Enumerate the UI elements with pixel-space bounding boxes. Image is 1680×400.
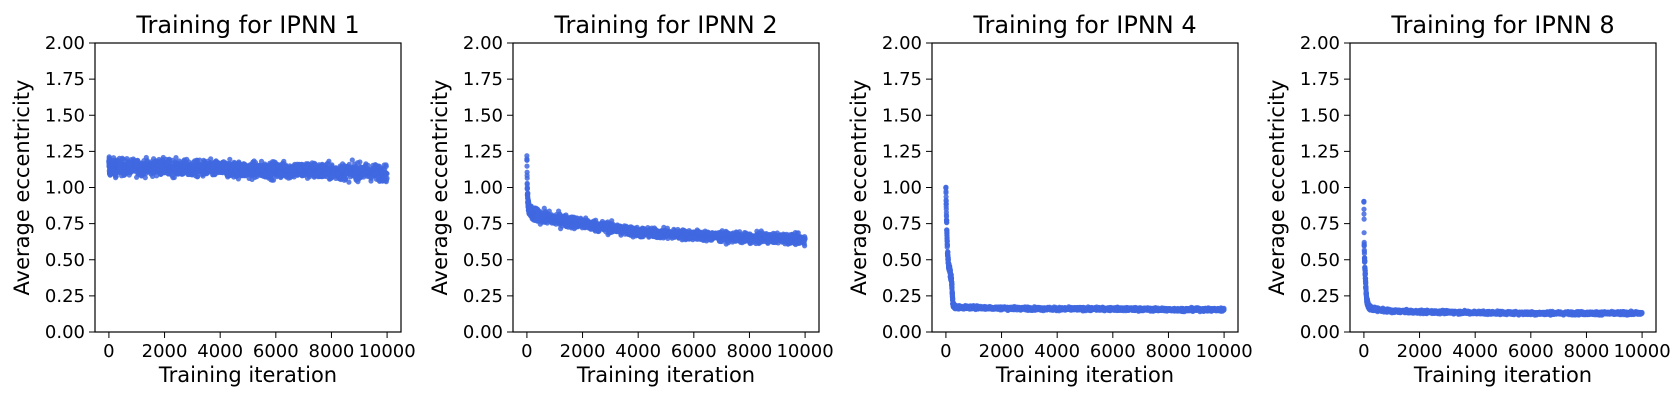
data-point <box>524 172 530 179</box>
x-axis-label: Training iteration <box>576 363 755 387</box>
y-axis-label: Average eccentricity <box>428 80 452 296</box>
scatter-points <box>106 154 390 185</box>
x-tick-label: 4000 <box>197 341 243 362</box>
data-point <box>346 179 352 185</box>
x-tick-label: 8000 <box>309 341 355 362</box>
data-point <box>384 171 390 177</box>
y-tick-label: 0.00 <box>45 322 85 343</box>
data-point <box>227 156 233 162</box>
x-tick-label: 8000 <box>727 341 773 362</box>
y-tick-label: 1.25 <box>45 141 85 162</box>
y-tick-label: 0.00 <box>463 322 503 343</box>
y-tick-label: 0.75 <box>463 214 503 235</box>
data-point <box>173 155 179 161</box>
y-axis-label: Average eccentricity <box>10 80 34 296</box>
plot-frame <box>94 42 402 333</box>
data-point <box>142 175 148 181</box>
data-point <box>524 157 530 163</box>
y-tick-label: 2.00 <box>45 33 85 54</box>
data-point <box>270 177 277 183</box>
y-tick-label: 0.25 <box>45 286 85 307</box>
x-tick-label: 10000 <box>776 341 833 362</box>
y-tick-label: 1.75 <box>45 69 85 90</box>
data-point <box>802 243 808 249</box>
y-tick-label: 1.50 <box>45 105 85 126</box>
y-tick-label: 1.75 <box>463 69 503 90</box>
y-tick-label: 1.25 <box>463 141 503 162</box>
x-tick-label: 4000 <box>615 341 661 362</box>
scatter-points <box>524 153 808 249</box>
plot-frame <box>512 42 820 333</box>
data-point <box>524 163 530 169</box>
x-tick-label: 2000 <box>560 341 606 362</box>
data-point <box>117 161 123 167</box>
x-tick-label: 0 <box>521 341 532 362</box>
scatter-points <box>943 184 1227 315</box>
y-tick-label: 0.75 <box>45 214 85 235</box>
y-tick-label: 0.25 <box>463 286 503 307</box>
chart-panel-3: 0 2000 4000 6000 8000 100000.000.250.500.751.… <box>847 11 1253 387</box>
y-tick-label: 2.00 <box>463 33 503 54</box>
x-tick-label: 6000 <box>671 341 717 362</box>
data-point <box>383 163 389 169</box>
data-point <box>525 190 531 196</box>
chart-title: Training for IPNN 1 <box>135 11 359 39</box>
data-point <box>524 186 531 192</box>
x-tick-label: 6000 <box>253 341 299 362</box>
data-point <box>113 173 119 179</box>
y-tick-label: 1.00 <box>45 178 85 199</box>
x-axis-label: Training iteration <box>158 363 337 387</box>
data-point <box>802 236 808 242</box>
x-tick-label: 10000 <box>358 341 415 362</box>
chart-panel-2: 0 2000 4000 6000 8000 10000 0.00 0.25 0.50 0.75 1.… <box>428 11 834 387</box>
x-tick-label: 2000 <box>142 341 188 362</box>
y-tick-label: 0.50 <box>463 250 503 271</box>
y-tick-label: 1.50 <box>463 105 503 126</box>
chart-title: Training for IPNN 2 <box>553 11 777 39</box>
data-point <box>535 212 541 218</box>
x-tick-label: 0 <box>103 341 114 362</box>
data-point <box>535 217 541 223</box>
y-tick-label: 0.50 <box>45 250 85 271</box>
data-point <box>195 173 201 179</box>
data-point <box>197 157 203 163</box>
chart-panel-1: 0 2000 4000 6000 8000 10000 0.00 0.25 0.50 0.75 1.… <box>10 11 416 387</box>
data-point <box>208 156 214 162</box>
data-point <box>357 159 363 165</box>
y-tick-label: 1.00 <box>463 178 503 199</box>
